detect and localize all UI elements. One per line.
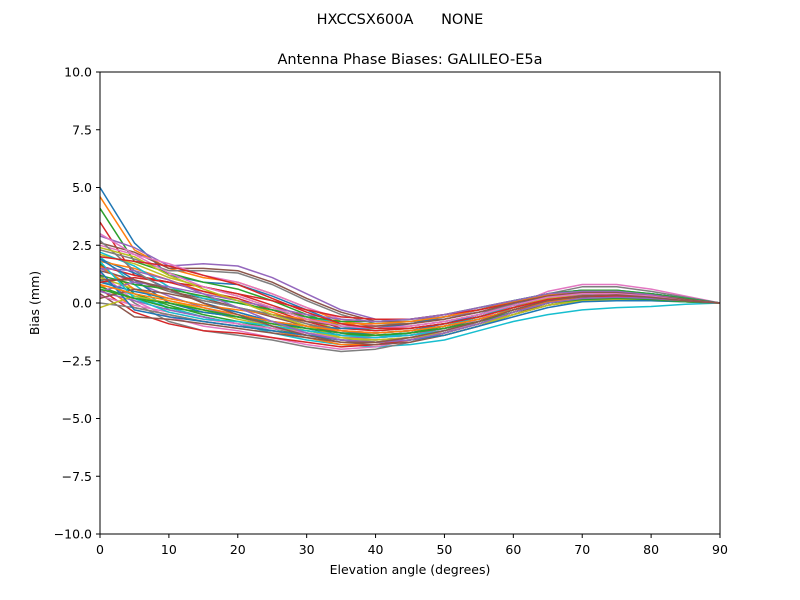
figure-suptitle: HXCCSX600A NONE xyxy=(317,12,484,28)
series-line-44 xyxy=(99,256,721,330)
series-line-46 xyxy=(100,279,721,344)
y-tick-label: −2.5 xyxy=(62,353,92,368)
x-tick-label: 90 xyxy=(712,542,728,557)
x-tick-label: 80 xyxy=(643,542,659,557)
y-tick-label: 0.0 xyxy=(72,296,92,311)
x-tick-label: 10 xyxy=(161,542,177,557)
y-tick-label: 7.5 xyxy=(72,122,92,137)
x-axis-label: Elevation angle (degrees) xyxy=(330,562,491,577)
y-tick-label: −10.0 xyxy=(54,527,92,542)
series-line-45 xyxy=(99,267,721,344)
x-axis-ticks: 0 10 20 30 40 50 60 70 80 90 xyxy=(96,534,728,557)
series-line-43 xyxy=(99,288,721,337)
x-tick-label: 70 xyxy=(574,542,590,557)
series-line-37 xyxy=(99,233,721,330)
y-tick-label: −7.5 xyxy=(62,469,92,484)
y-tick-label: 5.0 xyxy=(72,180,92,195)
y-tick-label: −5.0 xyxy=(62,411,92,426)
chart-title: Antenna Phase Biases: GALILEO-E5a xyxy=(278,52,543,68)
x-tick-label: 20 xyxy=(230,542,246,557)
x-tick-label: 60 xyxy=(505,542,521,557)
series-line-8 xyxy=(99,249,721,325)
x-tick-label: 30 xyxy=(299,542,315,557)
y-axis-ticks: −10.0 −7.5 −5.0 −2.5 0.0 2.5 5.0 7.5 10.0 xyxy=(54,65,100,542)
y-tick-label: 2.5 xyxy=(72,238,92,253)
x-tick-label: 40 xyxy=(368,542,384,557)
x-tick-label: 0 xyxy=(96,542,104,557)
x-tick-label: 50 xyxy=(436,542,452,557)
y-axis-label: Bias (mm) xyxy=(27,271,42,335)
plot-series-group xyxy=(99,187,721,353)
y-tick-label: 10.0 xyxy=(64,65,92,80)
